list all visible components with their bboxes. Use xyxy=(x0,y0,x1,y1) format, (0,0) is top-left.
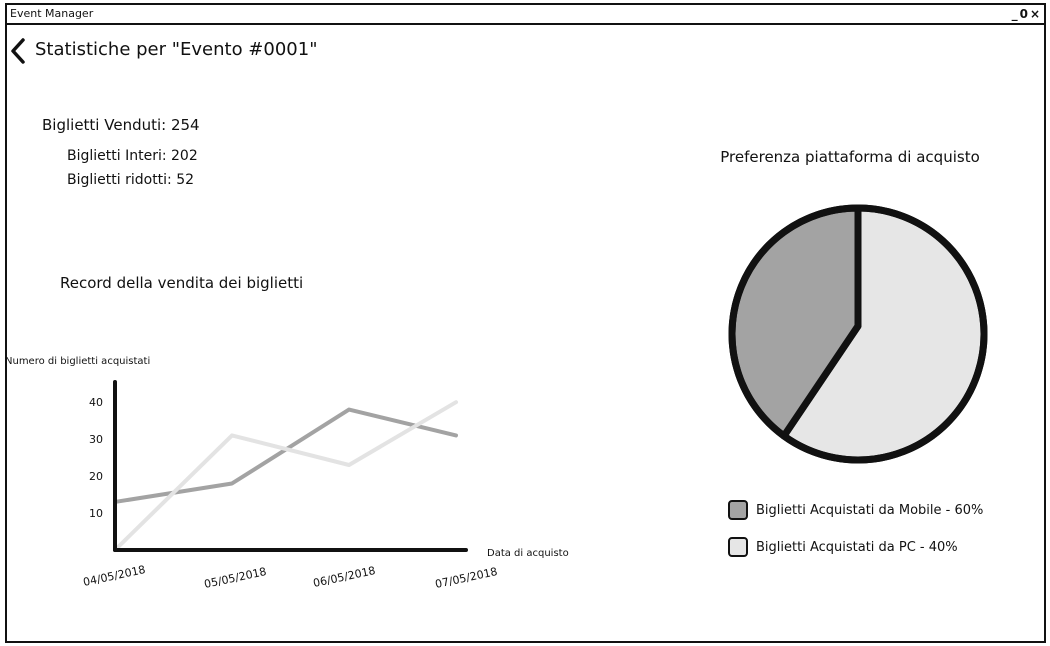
line-chart-title: Record della vendita dei biglietti xyxy=(60,274,304,292)
tickets-reduced-count: Biglietti ridotti: 52 xyxy=(67,172,195,188)
pie-outline xyxy=(728,204,988,464)
x-tick-label: 05/05/2018 xyxy=(203,565,268,591)
y-tick-label: 30 xyxy=(89,433,103,446)
window-controls: _ 0 × xyxy=(1012,5,1040,23)
y-tick-label: 20 xyxy=(89,470,103,483)
y-tick-label: 10 xyxy=(89,507,103,520)
legend-item-pc: Biglietti Acquistati da PC - 40% xyxy=(728,535,983,559)
series-line-2 xyxy=(113,400,458,552)
series-line-1 xyxy=(113,407,458,504)
pie-chart-title: Preferenza piattaforma di acquisto xyxy=(720,148,980,166)
back-button[interactable] xyxy=(7,37,29,65)
legend-swatch-mobile xyxy=(728,500,748,520)
legend-label-mobile: Biglietti Acquistati da Mobile - 60% xyxy=(756,502,984,518)
title-bar: Event Manager _ 0 × xyxy=(7,5,1044,25)
minimize-icon[interactable]: _ xyxy=(1011,7,1018,21)
legend-item-mobile: Biglietti Acquistati da Mobile - 60% xyxy=(728,498,983,522)
y-tick-label: 40 xyxy=(89,396,103,409)
chevron-left-icon xyxy=(11,38,25,64)
tickets-full-count: Biglietti Interi: 202 xyxy=(67,148,198,164)
x-tick-label: 04/05/2018 xyxy=(82,563,147,589)
x-tick-label: 07/05/2018 xyxy=(434,565,499,591)
x-tick-label: 06/05/2018 xyxy=(312,564,377,590)
close-icon[interactable]: × xyxy=(1029,7,1040,21)
sales-line-chart: Numero di biglietti acquistati 10 20 30 40 Da… xyxy=(5,356,569,591)
legend-label-pc: Biglietti Acquistati da PC - 40% xyxy=(756,539,958,555)
y-axis-label: Numero di biglietti acquistati xyxy=(5,356,150,367)
x-axis-label: Data di acquisto xyxy=(487,548,569,559)
platform-pie-chart xyxy=(728,204,988,464)
legend-swatch-pc xyxy=(728,537,748,557)
page-title: Statistiche per "Evento #0001" xyxy=(35,39,318,60)
pie-legend: Biglietti Acquistati da Mobile - 60% Big… xyxy=(728,498,983,572)
tickets-sold-total: Biglietti Venduti: 254 xyxy=(42,116,200,134)
maximize-icon[interactable]: 0 xyxy=(1019,7,1028,21)
app-title: Event Manager xyxy=(10,7,94,20)
